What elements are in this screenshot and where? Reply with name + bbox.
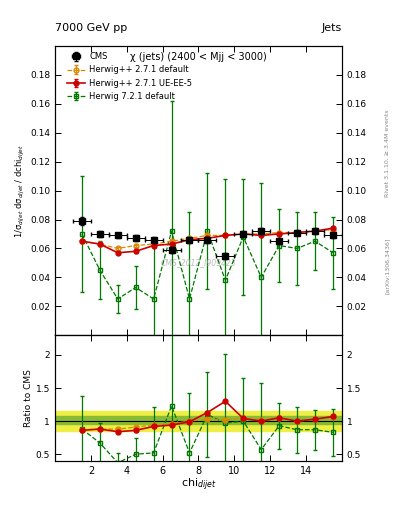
Text: CMS_2012_I909423: CMS_2012_I909423	[161, 259, 236, 267]
Text: 7000 GeV pp: 7000 GeV pp	[55, 23, 127, 33]
Text: Rivet 3.1.10, ≥ 3.4M events: Rivet 3.1.10, ≥ 3.4M events	[385, 110, 389, 198]
Text: [arXiv:1306.3436]: [arXiv:1306.3436]	[385, 238, 389, 294]
X-axis label: chi$_{dijet}$: chi$_{dijet}$	[181, 477, 216, 494]
Legend: CMS, Herwig++ 2.7.1 default, Herwig++ 2.7.1 UE-EE-5, Herwig 7.2.1 default: CMS, Herwig++ 2.7.1 default, Herwig++ 2.…	[64, 49, 196, 104]
Y-axis label: Ratio to CMS: Ratio to CMS	[24, 369, 33, 427]
Text: Jets: Jets	[321, 23, 342, 33]
Y-axis label: 1/σ$_{dijet}$ dσ$_{dijet}$ / dchi$_{dijet}$: 1/σ$_{dijet}$ dσ$_{dijet}$ / dchi$_{dije…	[14, 143, 27, 238]
Text: χ (jets) (2400 < Mjj < 3000): χ (jets) (2400 < Mjj < 3000)	[130, 52, 267, 62]
